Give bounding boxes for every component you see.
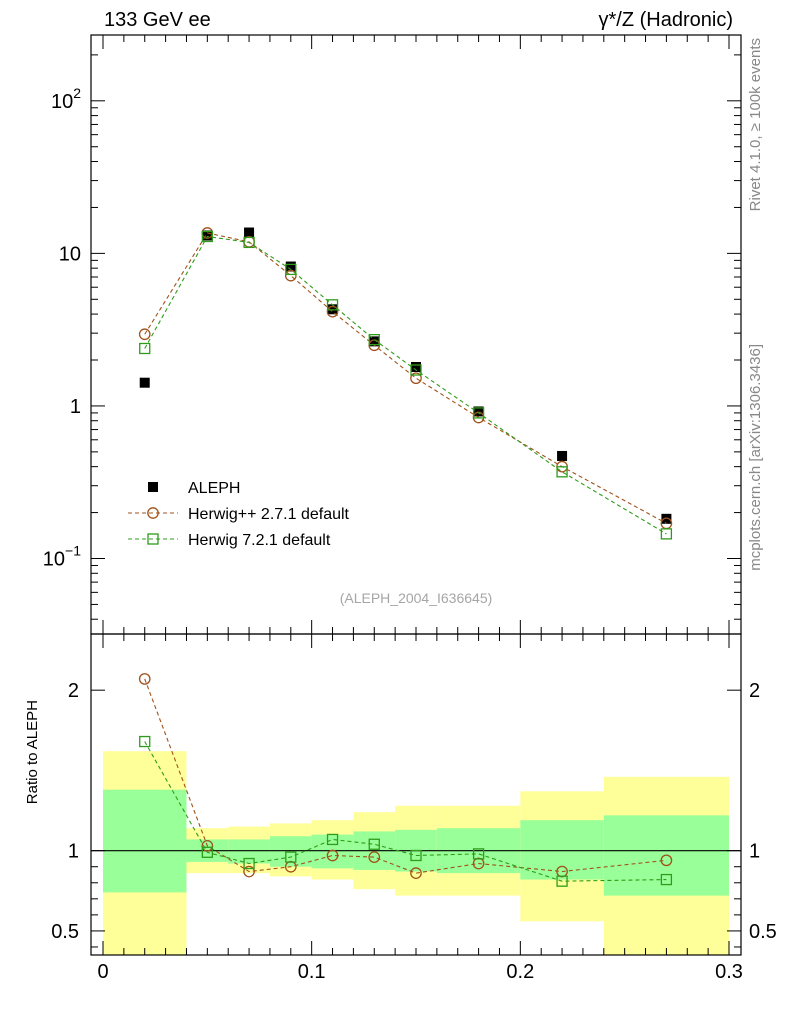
herwig-7-2-1-default-point-2 [243, 857, 255, 870]
main-ytick-label-base: 10 [51, 91, 73, 113]
ratio-ytick-label-1: 1 [68, 841, 79, 863]
herwig-7-2-1-default-point-2 [243, 236, 255, 249]
main-ytick-label-0: 10−1 [43, 543, 81, 571]
main-ytick-label-1: 1 [70, 396, 81, 418]
herwig-7-2-1-default-point-9 [660, 873, 673, 886]
herwig-7-2-1-default-point-6 [410, 364, 422, 376]
herwig-7-2-1-default-point-5 [368, 333, 380, 346]
labels: 133 GeV ee γ*/Z (Hadronic) Rivet 4.1.0, … [24, 9, 764, 804]
herwig-7-2-1-default-line [144, 741, 667, 882]
main-ytick-label-3: 102 [51, 85, 81, 113]
rivet-version-label: Rivet 4.1.0, ≥ 100k events [747, 38, 764, 211]
herwig-2-7-1-default-point-2 [243, 865, 255, 878]
herwig-7-2-1-default-point-1 [201, 846, 213, 858]
mcplots-reference-label: mcplots.cern.ch [arXiv:1306.3436] [747, 344, 764, 571]
herwig-7-2-1-default-point-7 [472, 848, 485, 860]
aleph-point-9 [661, 513, 672, 524]
herwig-7-2-1-default-point-7 [472, 407, 485, 419]
analysis-id-watermark: (ALEPH_2004_I636645) [340, 590, 493, 606]
herwig-2-7-1-default-point-9 [660, 854, 673, 867]
main-ytick-label-base: 10 [59, 243, 81, 265]
herwig-2-7-1-default-point-6 [410, 867, 422, 879]
legend-marker-1 [147, 507, 159, 519]
main-ytick-label-exp: −1 [65, 543, 81, 559]
herwig-7-2-1-default-point-6 [410, 849, 422, 862]
band-inner-4 [311, 834, 354, 869]
herwig-7-2-1-default-point-4 [326, 299, 339, 311]
ratio-panel-frame [90, 633, 742, 956]
ratio-ytick-label-2: 2 [68, 680, 79, 702]
main-ytick-label-2: 10 [59, 243, 81, 265]
herwig-2-7-1-default-point-0 [138, 673, 151, 685]
ratio-series [138, 673, 673, 887]
legend: ALEPH Herwig++ 2.7.1 default Herwig 7.2.1 … [128, 480, 350, 549]
ratio-ytick-label-right-0: 0.5 [749, 921, 777, 943]
legend-label-0: ALEPH [188, 480, 240, 497]
herwig-7-2-1-default-point-0 [139, 735, 151, 748]
herwig-2-7-1-default-point-4 [326, 849, 339, 862]
ratio-xtick-label-0: 0 [97, 961, 108, 983]
process-title: γ*/Z (Hadronic) [599, 9, 733, 31]
ratio-ytick-label-0: 0.5 [51, 921, 79, 943]
ratio-uncertainty-bands [103, 751, 729, 955]
ratio-xtick-label-1: 0.1 [298, 961, 326, 983]
herwig-2-7-1-default-point-6 [410, 372, 422, 385]
main-series [138, 227, 673, 540]
herwig-7-2-1-default-point-9 [660, 528, 673, 540]
aleph-point-3 [285, 261, 296, 272]
aleph-point-2 [244, 227, 255, 238]
herwig-7-2-1-default-point-5 [368, 838, 380, 850]
herwig-2-7-1-default-point-3 [284, 269, 297, 282]
energy-title: 133 GeV ee [104, 9, 211, 31]
herwig-7-2-1-default-point-8 [556, 875, 568, 887]
herwig-7-2-1-default-point-4 [326, 833, 339, 846]
band-inner-8 [520, 820, 604, 880]
legend-marker-0 [148, 482, 158, 492]
main-ytick-label-exp: 2 [73, 85, 81, 101]
main-ytick-label-base: 1 [70, 396, 81, 418]
ratio-ytick-label-right-2: 2 [749, 680, 760, 702]
legend-label-1: Herwig++ 2.7.1 default [188, 506, 350, 523]
herwig-7-2-1-default-point-3 [285, 263, 297, 276]
herwig-7-2-1-default-point-3 [285, 851, 297, 863]
herwig-7-2-1-default-point-1 [201, 230, 213, 243]
legend-label-2: Herwig 7.2.1 default [188, 532, 331, 549]
aleph-point-7 [473, 406, 484, 417]
aleph-point-6 [411, 361, 421, 372]
legend-marker-2 [147, 533, 159, 545]
herwig-7-2-1-default-point-0 [139, 342, 151, 355]
aleph-point-1 [202, 230, 213, 241]
herwig-7-2-1-default-line [144, 235, 667, 535]
ratio-xtick-label-3: 0.3 [715, 961, 743, 983]
panel-frames [90, 34, 742, 956]
main-ytick-label-base: 10 [43, 549, 65, 571]
herwig-7-2-1-default-point-8 [556, 466, 568, 478]
ratio-ytick-label-right-1: 1 [749, 841, 760, 863]
aleph-point-8 [557, 450, 568, 461]
ratio-y-axis-label: Ratio to ALEPH [24, 700, 41, 804]
herwig-2-7-1-default-point-1 [201, 840, 214, 852]
band-inner-0 [103, 789, 187, 893]
herwig-2-7-1-default-point-4 [326, 305, 339, 318]
ratio-xtick-label-2: 0.2 [506, 961, 534, 983]
aleph-point-0 [139, 377, 150, 388]
ratio-panel-ticks: 0 0.1 0.2 0.3 0.5 0.5 1 1 2 2 [51, 634, 777, 983]
aleph-point-5 [369, 336, 380, 347]
herwig-2-7-1-default-point-0 [138, 328, 151, 341]
herwig-2-7-1-default-point-5 [368, 851, 381, 863]
